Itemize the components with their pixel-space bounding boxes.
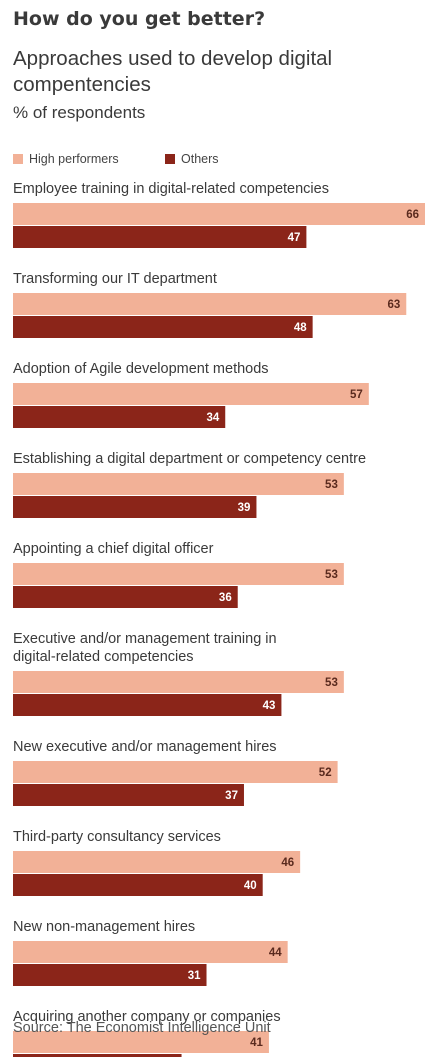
bar-others	[13, 496, 257, 518]
legend-swatch-high-performers	[13, 154, 23, 164]
value-label-others: 37	[225, 790, 238, 802]
bar-others	[13, 874, 263, 896]
value-label-others: 36	[219, 592, 232, 604]
value-label-high-performers: 44	[269, 947, 282, 959]
category-label: New executive and/or management hires	[13, 739, 277, 755]
legend-label-others: Others	[181, 152, 219, 166]
bar-others	[13, 1054, 182, 1057]
chart-subtitle: Approaches used to develop digital compe…	[13, 47, 333, 96]
value-label-others: 40	[244, 880, 257, 892]
value-label-high-performers: 66	[406, 209, 419, 221]
value-label-high-performers: 57	[350, 389, 363, 401]
value-label-others: 31	[188, 970, 201, 982]
source-note: Source: The Economist Intelligence Unit	[13, 1020, 271, 1036]
value-label-others: 47	[288, 232, 301, 244]
bar-high-performers	[13, 851, 301, 873]
bar-others	[13, 586, 238, 608]
value-label-others: 43	[263, 700, 276, 712]
category-label: Acquiring another company or companies	[13, 1009, 281, 1025]
bar-high-performers	[13, 761, 338, 783]
bar-high-performers	[13, 941, 288, 963]
bar-high-performers	[13, 671, 344, 693]
category-label: Establishing a digital department or com…	[13, 451, 366, 467]
legend-swatch-others	[165, 154, 175, 164]
value-label-high-performers: 46	[281, 857, 294, 869]
bar-others	[13, 964, 207, 986]
category-label: Transforming our IT department	[13, 271, 217, 287]
bar-high-performers	[13, 473, 344, 495]
value-label-high-performers: 53	[325, 569, 338, 581]
bar-high-performers	[13, 203, 425, 225]
category-label: New non-management hires	[13, 919, 195, 935]
bar-others	[13, 694, 282, 716]
bar-high-performers	[13, 383, 369, 405]
bar-others	[13, 406, 226, 428]
bar-others	[13, 784, 244, 806]
legend-item-others: Others	[165, 152, 219, 166]
legend-item-high-performers: High performers	[13, 152, 119, 166]
value-label-high-performers: 41	[250, 1037, 263, 1049]
category-label: Third-party consultancy services	[13, 829, 221, 845]
value-label-high-performers: 53	[325, 479, 338, 491]
bar-others	[13, 316, 313, 338]
value-label-high-performers: 52	[319, 767, 332, 779]
category-label: Appointing a chief digital officer	[13, 541, 214, 557]
bar-high-performers	[13, 563, 344, 585]
chart-unit: % of respondents	[13, 103, 146, 122]
value-label-others: 34	[206, 412, 219, 424]
value-label-others: 48	[294, 322, 307, 334]
category-label: Adoption of Agile development methods	[13, 361, 269, 377]
bar-high-performers	[13, 293, 407, 315]
category-label: Employee training in digital-related com…	[13, 181, 329, 197]
bar-high-performers	[13, 1031, 269, 1053]
value-label-high-performers: 63	[387, 299, 400, 311]
value-label-others: 39	[238, 502, 251, 514]
legend-label-high-performers: High performers	[29, 152, 119, 166]
chart-title: How do you get better?	[13, 8, 266, 30]
category-label: Executive and/or management training in d…	[13, 631, 277, 665]
value-label-high-performers: 53	[325, 677, 338, 689]
bar-others	[13, 226, 307, 248]
